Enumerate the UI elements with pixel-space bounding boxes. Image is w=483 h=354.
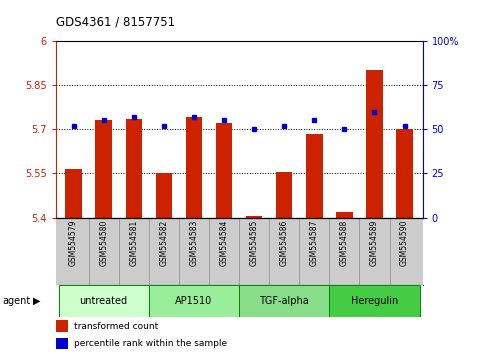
Text: GSM554582: GSM554582 <box>159 220 169 266</box>
Bar <box>96 120 112 218</box>
Bar <box>65 169 82 218</box>
Bar <box>58 285 149 317</box>
Text: ▶: ▶ <box>33 296 41 306</box>
Text: GSM554584: GSM554584 <box>220 220 228 266</box>
Bar <box>276 172 293 218</box>
Bar <box>56 320 69 332</box>
Bar <box>56 338 69 349</box>
Bar <box>246 216 262 218</box>
Text: GSM554586: GSM554586 <box>280 220 289 266</box>
Text: GSM554579: GSM554579 <box>69 220 78 266</box>
Text: GSM554583: GSM554583 <box>189 220 199 266</box>
Bar <box>149 285 239 317</box>
Text: Heregulin: Heregulin <box>351 296 398 306</box>
Text: GSM554587: GSM554587 <box>310 220 319 266</box>
Text: transformed count: transformed count <box>74 321 158 331</box>
Text: GSM554585: GSM554585 <box>250 220 258 266</box>
Bar <box>239 285 329 317</box>
Bar <box>185 118 202 218</box>
Text: GDS4361 / 8157751: GDS4361 / 8157751 <box>56 16 175 29</box>
Bar <box>329 285 420 317</box>
Text: percentile rank within the sample: percentile rank within the sample <box>74 339 227 348</box>
Bar <box>306 133 323 218</box>
Text: GSM554589: GSM554589 <box>370 220 379 266</box>
Text: TGF-alpha: TGF-alpha <box>259 296 309 306</box>
Text: GSM554588: GSM554588 <box>340 220 349 266</box>
Text: AP1510: AP1510 <box>175 296 213 306</box>
Text: untreated: untreated <box>80 296 128 306</box>
Text: GSM554590: GSM554590 <box>400 220 409 266</box>
Text: GSM554580: GSM554580 <box>99 220 108 266</box>
Bar <box>156 173 172 218</box>
Bar <box>216 123 232 218</box>
Bar <box>366 70 383 218</box>
Bar <box>396 129 413 218</box>
Text: agent: agent <box>2 296 30 306</box>
Bar <box>336 212 353 218</box>
Bar <box>126 119 142 218</box>
Text: GSM554581: GSM554581 <box>129 220 138 266</box>
